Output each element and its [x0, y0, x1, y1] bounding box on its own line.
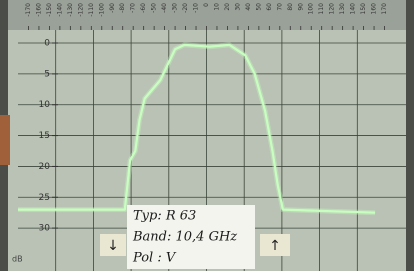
note-line: Pol : V: [132, 251, 177, 266]
screen-photo: 0 5 10 15 20 25 30 -170-160 -150-140 -130-120 -110…: [0, 0, 414, 271]
x-tick-label: 0: [203, 3, 210, 7]
y-tick-label: 15: [39, 131, 50, 141]
y-axis-label: dB: [12, 255, 23, 264]
x-tick-label: -130: [67, 3, 74, 17]
x-tick-label: -100: [98, 3, 105, 17]
y-tick-label: 5: [44, 69, 50, 79]
x-tick-label: 110: [318, 3, 325, 15]
x-tick-label: -120: [77, 3, 84, 17]
x-tick-label: 90: [297, 3, 304, 11]
x-tick-label: 60: [266, 3, 273, 11]
x-tick-label: -70: [130, 3, 137, 13]
y-tick-label: 0: [44, 39, 50, 49]
x-tick-label: 150: [360, 3, 367, 15]
x-tick-label: 140: [350, 3, 357, 15]
x-tick-label: -50: [151, 3, 158, 13]
x-tick-label: 30: [234, 3, 241, 11]
y-tick-label: 10: [39, 100, 51, 110]
note-line: Typ: R 63: [133, 209, 196, 224]
x-tick-label: 130: [339, 3, 346, 15]
side-knob: [0, 115, 10, 165]
x-tick-label: -170: [25, 3, 32, 17]
x-tick-label: -140: [56, 3, 63, 17]
y-tick-label: 30: [39, 224, 51, 234]
note-line: Band: 10,4 GHz: [132, 230, 237, 245]
x-tick-label: 160: [371, 3, 378, 15]
x-tick-label: 170: [381, 3, 388, 15]
x-tick-label: 120: [329, 3, 336, 15]
x-tick-label: -160: [35, 3, 42, 17]
x-tick-label: 100: [308, 3, 315, 15]
x-tick-label: 70: [276, 3, 283, 11]
x-tick-label: -10: [193, 3, 200, 13]
arrow-down: ↓: [107, 238, 119, 254]
x-tick-label: 50: [255, 3, 262, 11]
x-tick-label: -30: [172, 3, 179, 13]
y-tick-label: 25: [39, 193, 50, 203]
x-tick-label: -20: [182, 3, 189, 13]
x-tick-label: -80: [119, 3, 126, 13]
x-tick-label: -40: [161, 3, 168, 13]
x-tick-label: -150: [46, 3, 53, 17]
x-tick-label: 40: [245, 3, 252, 11]
x-tick-label: -60: [140, 3, 147, 13]
x-tick-label: 20: [224, 3, 231, 11]
x-tick-label: -110: [88, 3, 95, 17]
x-tick-label: 80: [287, 3, 294, 11]
x-tick-label: -90: [109, 3, 116, 13]
arrow-up: ↑: [269, 238, 281, 254]
x-tick-label: 10: [213, 3, 220, 11]
y-tick-label: 20: [39, 162, 51, 172]
